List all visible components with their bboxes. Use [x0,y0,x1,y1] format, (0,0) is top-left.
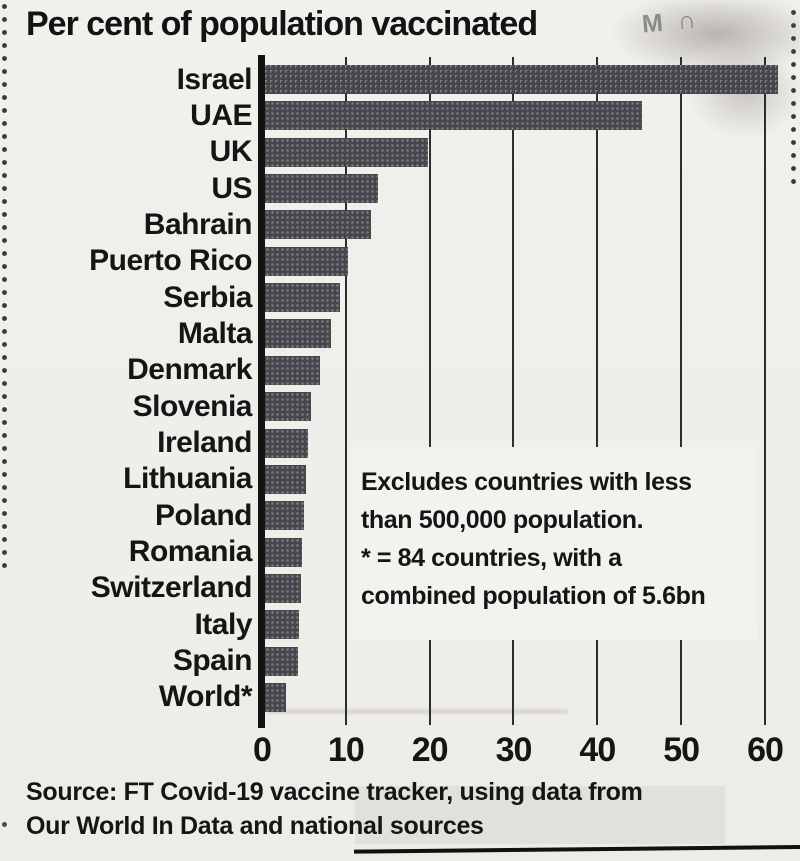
x-tick-label-10: 10 [327,731,365,769]
bar-israel [265,65,779,94]
bar-bahrain [265,210,371,240]
x-tick-label-60: 60 [747,731,784,769]
gridline-10 [344,57,347,725]
annotation-line: * = 84 countries, with a [361,544,622,572]
bar-uk [265,137,428,167]
country-label-slovenia: Slovenia [132,389,253,423]
scan-smudge [612,0,800,75]
gridline-50 [680,57,683,725]
country-label-switzerland: Switzerland [90,571,253,605]
bottom-rule [354,845,800,854]
gridline-20 [428,57,431,725]
y-axis-zero-line [258,55,265,728]
x-tick-label-30: 30 [495,731,533,769]
country-label-poland: Poland [154,498,253,532]
right-dotted-rule [790,6,797,186]
country-label-lithuania: Lithuania [123,462,252,496]
bar-puertorico [265,246,349,276]
country-label-bahrain: Bahrain [143,207,253,241]
country-label-serbia: Serbia [163,280,252,314]
bar-romania [265,537,303,567]
bar-uae [265,101,642,131]
bar-chart: 0 10 20 30 40 50 60 Israel UAE UK US Bahrain Puerto … [89,55,784,769]
country-label-denmark: Denmark [127,353,252,387]
country-label-uae: UAE [190,98,252,132]
country-label-us: US [211,171,252,205]
bar-ireland [265,428,309,458]
country-label-malta: Malta [177,316,253,350]
annotation-line: than 500,000 population. [361,506,644,534]
left-dotted-rule [1,0,8,568]
country-label-italy: Italy [194,607,252,641]
gridline-40 [596,57,599,725]
bar-world [265,682,287,712]
country-label-puertorico: Puerto Rico [89,244,252,278]
bar-switzerland [265,573,301,603]
bar-spain [265,646,299,676]
bar-lithuania [265,464,306,494]
country-label-romania: Romania [128,535,253,569]
country-label-spain: Spain [172,644,253,678]
bar-denmark [265,355,320,385]
scan-streak [268,709,568,714]
left-dotted-rule-dot [2,822,7,827]
gridline-30 [512,57,515,725]
scan-band [355,786,725,844]
x-tick-label-40: 40 [579,731,616,769]
country-label-israel: Israel [176,62,253,96]
bar-serbia [265,283,340,313]
bar-slovenia [265,392,312,422]
country-label-ireland: Ireland [157,426,252,459]
annotation-line: combined population of 5.6bn [361,582,706,610]
source-line-2: Our World In Data and national sources [26,812,484,840]
bar-malta [265,319,331,349]
country-label-uk: UK [209,135,253,169]
x-tick-label-0: 0 [253,731,272,769]
chart-title: Per cent of population vaccinated [26,5,538,43]
x-tick-label-50: 50 [663,731,700,769]
country-label-world: World* [158,680,253,714]
source-line-1: Source: FT Covid-19 vaccine tracker, usi… [26,778,643,806]
annotation-box: Excludes countries with less than 500,00… [351,447,757,640]
x-tick-label-20: 20 [411,731,449,769]
bar-poland [265,501,304,531]
bar-italy [265,610,299,640]
gridline-60 [763,57,766,725]
annotation-line: Excludes countries with less [361,468,692,496]
bar-us [265,174,378,204]
